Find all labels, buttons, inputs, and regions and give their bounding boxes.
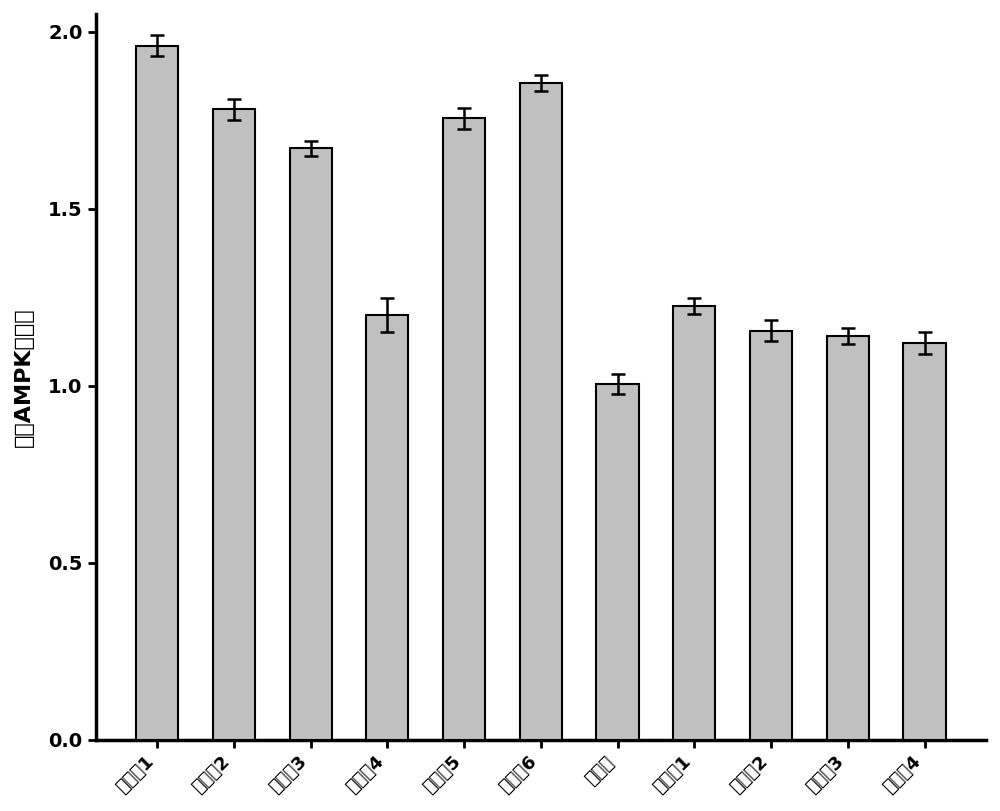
Bar bbox=[443, 118, 485, 740]
Bar bbox=[827, 336, 869, 740]
Bar bbox=[596, 384, 639, 740]
Bar bbox=[136, 45, 178, 740]
Bar bbox=[520, 83, 562, 740]
Bar bbox=[290, 148, 332, 740]
Bar bbox=[366, 315, 408, 740]
Bar bbox=[673, 306, 715, 740]
Y-axis label: 相对AMPK表达量: 相对AMPK表达量 bbox=[14, 307, 34, 447]
Bar bbox=[750, 331, 792, 740]
Bar bbox=[903, 343, 946, 740]
Bar bbox=[213, 109, 255, 740]
